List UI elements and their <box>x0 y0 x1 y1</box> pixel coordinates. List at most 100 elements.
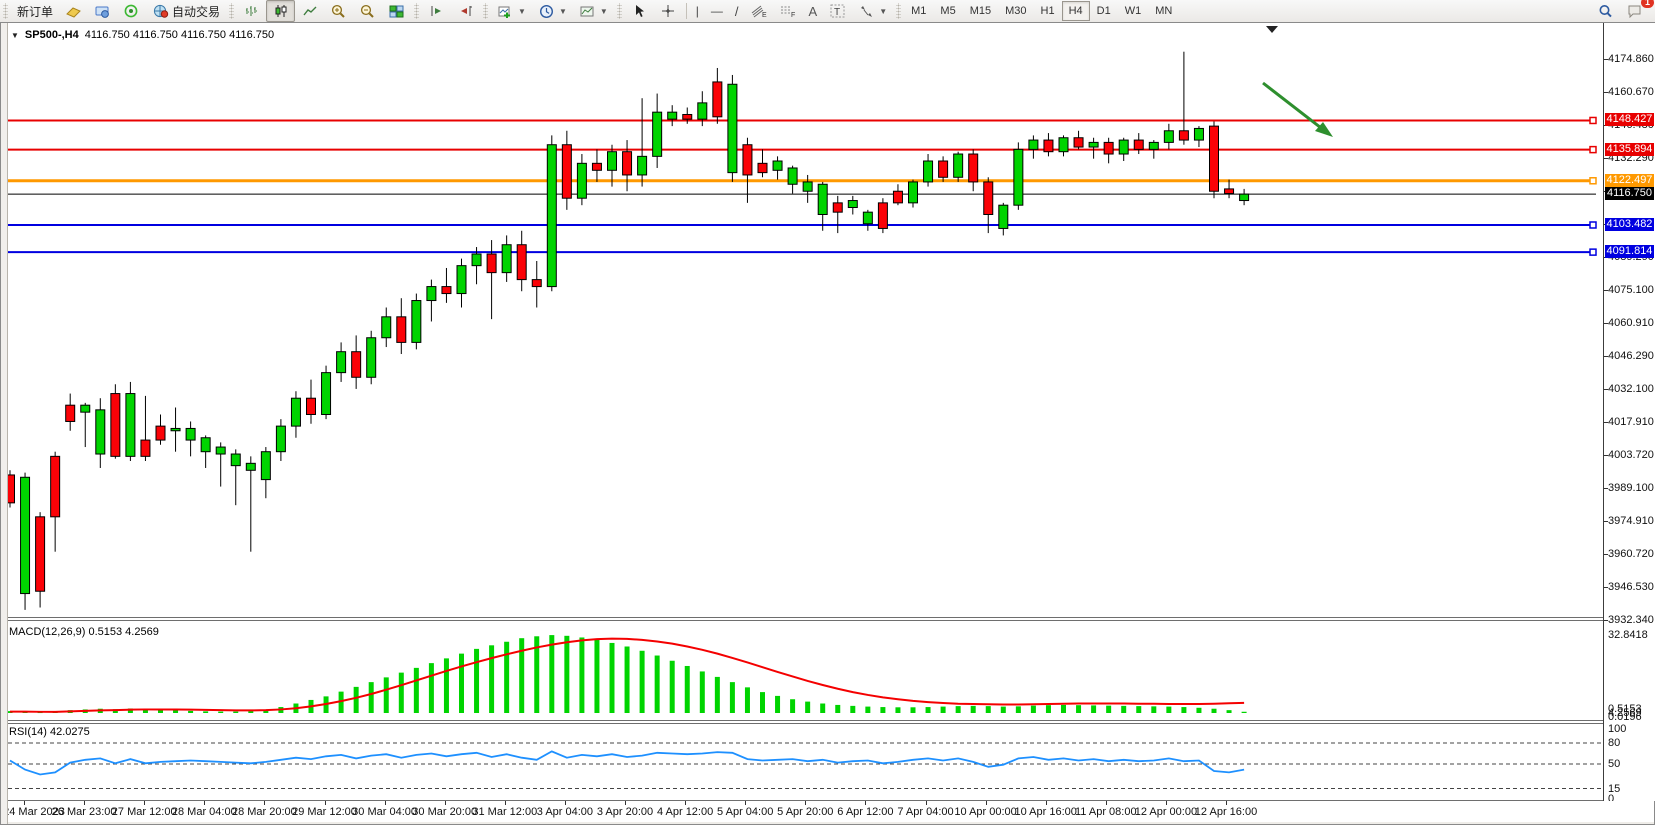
date-axis-label: 10 Apr 00:00 <box>954 806 1017 818</box>
candle-bull <box>652 111 663 157</box>
zoom-in-button[interactable] <box>324 0 353 22</box>
tab-timeframe-mn[interactable]: MN <box>1155 5 1173 17</box>
toolbar-grip[interactable] <box>896 3 902 19</box>
macd-histogram-bar <box>188 710 194 713</box>
macd-histogram-bar <box>684 665 690 713</box>
macd-histogram-bar <box>1196 707 1202 713</box>
macd-histogram-bar <box>1015 706 1021 713</box>
macd-histogram-bar <box>1226 710 1232 713</box>
tab-timeframe-d1[interactable]: D1 <box>1096 5 1111 17</box>
macd-indicator-pane[interactable] <box>1 621 1603 720</box>
candle-bull <box>637 155 648 176</box>
auto-scroll-button[interactable] <box>422 0 451 22</box>
tab-timeframe-h1[interactable]: H1 <box>1040 5 1055 17</box>
y-axis-tick <box>1604 620 1608 621</box>
period-button[interactable]: ▼ <box>532 0 573 22</box>
market-watch-button[interactable] <box>59 0 88 22</box>
macd-histogram-bar <box>1136 706 1142 713</box>
new-chart-button[interactable]: ▼ <box>491 0 532 22</box>
candle-bear <box>441 286 452 295</box>
candle-bull <box>170 427 181 432</box>
y-axis-tick-label: 4174.860 <box>1608 53 1654 65</box>
macd-histogram-bar <box>353 686 359 713</box>
candle-bear <box>622 151 633 176</box>
candle-bear <box>50 455 61 518</box>
toolbar-grip[interactable] <box>3 3 8 19</box>
arrows-tool-button[interactable]: ▼ <box>852 0 893 22</box>
date-axis-tick <box>625 801 626 805</box>
y-axis-tick <box>1604 554 1608 555</box>
date-axis-label: 27 Mar 12:00 <box>111 806 177 818</box>
tile-windows-button[interactable] <box>382 0 411 22</box>
main-price-pane[interactable] <box>1 23 1603 617</box>
chart-shift-button[interactable] <box>451 0 480 22</box>
toolbar-grip[interactable] <box>414 3 420 19</box>
trendline-tool-button[interactable]: / <box>729 0 745 22</box>
horizontal-line-icon: — <box>710 4 723 18</box>
macd-histogram-bar <box>880 707 886 713</box>
fibonacci-tool-button[interactable]: F <box>774 0 803 22</box>
macd-histogram-bar <box>910 707 916 713</box>
tab-timeframe-h4[interactable]: H4 <box>1061 1 1090 21</box>
toolbar-grip[interactable] <box>616 3 622 19</box>
candle-bull <box>20 476 31 595</box>
zoom-out-button[interactable] <box>353 0 382 22</box>
crosshair-tool-button[interactable] <box>654 0 683 22</box>
template-button[interactable]: ▼ <box>573 0 614 22</box>
tab-timeframe-m1[interactable]: M1 <box>911 5 927 17</box>
macd-label: MACD(12,26,9) 0.5153 4.2569 <box>9 626 159 638</box>
chart-title-collapse-icon[interactable]: ▼ <box>11 30 19 40</box>
macd-histogram-bar <box>233 711 239 713</box>
new-order-button[interactable]: 新订单 <box>11 0 59 22</box>
candle-bull <box>245 462 256 471</box>
rsi-indicator-pane[interactable] <box>1 724 1603 800</box>
price-axis[interactable]: 4174.8604160.6704146.4804132.2904118.100… <box>1603 23 1655 805</box>
macd-histogram-bar <box>1000 706 1006 713</box>
macd-histogram-bar <box>173 710 179 713</box>
tab-timeframe-w1[interactable]: W1 <box>1124 5 1142 17</box>
candle-bear <box>561 144 572 199</box>
candlestick-chart-button[interactable] <box>266 0 296 22</box>
autotrading-button[interactable]: 自动交易 <box>146 0 226 22</box>
crosshair-icon <box>660 3 677 20</box>
candle-bull <box>366 337 377 378</box>
candle-bull <box>381 316 392 339</box>
price-line-label: 4116.750 <box>1605 187 1654 201</box>
horizontal-line-tool-button[interactable]: — <box>705 0 729 22</box>
date-axis-tick <box>1165 801 1167 805</box>
vertical-line-tool-button[interactable]: | <box>690 0 705 22</box>
channel-tool-button[interactable]: E <box>745 0 774 22</box>
macd-histogram-bar <box>1076 705 1082 713</box>
label-tool-button[interactable]: T <box>823 0 852 22</box>
toolbar-grip[interactable] <box>483 3 489 19</box>
search-button[interactable] <box>1591 0 1620 22</box>
arrow-annotation-shaft <box>1262 81 1326 133</box>
pane-separator[interactable] <box>1 720 1603 724</box>
date-axis-tick <box>264 801 266 805</box>
fibonacci-icon: F <box>780 3 797 20</box>
y-axis-tick <box>1604 92 1608 93</box>
terminal-button[interactable] <box>88 0 117 22</box>
new-chart-icon <box>497 3 514 20</box>
notifications-button[interactable]: 1 <box>1620 0 1654 22</box>
macd-histogram-bar <box>263 710 269 713</box>
tab-timeframe-m30[interactable]: M30 <box>1005 5 1027 17</box>
date-axis-tick <box>324 801 326 805</box>
rsi-tick-label: 100 <box>1608 723 1627 735</box>
signals-button[interactable] <box>117 0 146 22</box>
y-axis-tick <box>1604 488 1608 489</box>
tab-timeframe-m15[interactable]: M15 <box>969 5 992 17</box>
toolbar-grip[interactable] <box>229 3 235 19</box>
macd-histogram-bar <box>895 707 901 713</box>
vertical-line-icon: | <box>695 4 699 18</box>
label-tool-icon: T <box>829 3 846 20</box>
bar-chart-button[interactable] <box>237 0 266 22</box>
pane-separator[interactable] <box>1 617 1603 621</box>
candle-bull <box>923 160 934 183</box>
line-chart-button[interactable] <box>295 0 324 22</box>
tab-timeframe-m5[interactable]: M5 <box>940 5 956 17</box>
cursor-tool-button[interactable] <box>625 0 654 22</box>
date-axis[interactable]: 24 Mar 2023 26 Mar 23:00 27 Mar 12:00 28 Ma… <box>1 801 1654 824</box>
text-tool-button[interactable]: A <box>803 0 824 22</box>
date-axis-tick <box>685 801 687 805</box>
